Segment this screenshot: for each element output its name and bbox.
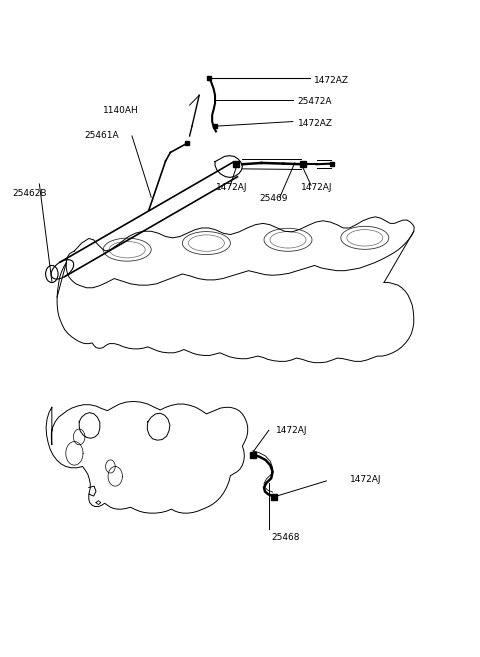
Text: 1472AJ: 1472AJ <box>276 426 308 435</box>
Text: 1140AH: 1140AH <box>103 106 139 115</box>
Text: 25462B: 25462B <box>12 189 47 198</box>
Text: 1472AJ: 1472AJ <box>301 183 333 193</box>
Circle shape <box>46 265 58 283</box>
Text: 1472AZ: 1472AZ <box>298 119 333 128</box>
Text: 25468: 25468 <box>271 533 300 542</box>
Text: 25461A: 25461A <box>84 131 119 141</box>
Text: 25472A: 25472A <box>298 97 332 106</box>
Text: 1472AJ: 1472AJ <box>216 183 248 193</box>
Text: 25469: 25469 <box>259 194 288 203</box>
Text: 1472AZ: 1472AZ <box>314 76 349 85</box>
Text: 1472AJ: 1472AJ <box>350 475 382 484</box>
